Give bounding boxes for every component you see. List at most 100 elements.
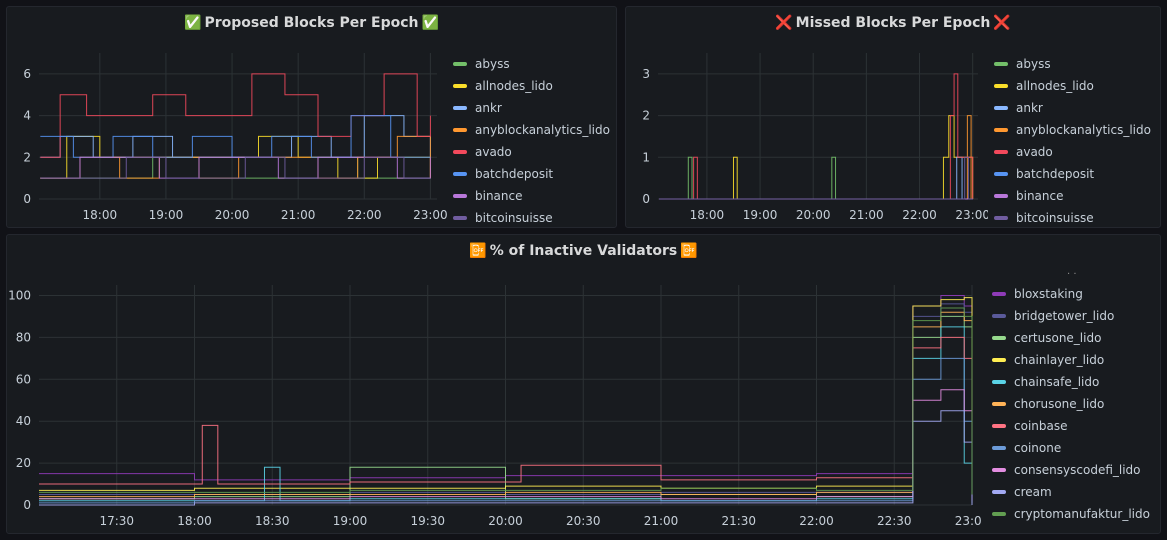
legend-swatch	[453, 62, 467, 66]
legend-label: coinbase	[1014, 419, 1068, 433]
legend-item-anyblockanalytics-lido[interactable]: anyblockanalytics_lido	[453, 119, 613, 141]
legend-item-ankr[interactable]: ankr	[994, 97, 1159, 119]
proposed-blocks-chart[interactable]: 0 2 4 6 18:00 19:00 20:00 21:00 22:00 23:00	[7, 47, 447, 229]
legend-item-batchdeposit[interactable]: batchdeposit	[453, 163, 613, 185]
inactive-validators-legend[interactable]: bloxstaking bridgetower_lido certusone_lid…	[992, 283, 1157, 533]
legend-item-bridgetower-lido[interactable]: bridgetower_lido	[992, 305, 1157, 327]
legend-label: avado	[475, 145, 512, 159]
missed-blocks-panel: ❌ Missed Blocks Per Epoch ❌ 0 1 2 3 18:00 19:…	[625, 6, 1161, 228]
legend-swatch	[453, 106, 467, 110]
legend-label: consensyscodefi_lido	[1014, 463, 1141, 477]
legend-item-binance[interactable]: binance	[453, 185, 613, 207]
legend-swatch	[994, 172, 1008, 176]
series-line-ankr	[659, 156, 973, 200]
x-tick-label: 20:30	[566, 514, 601, 528]
missed-blocks-title-text: Missed Blocks Per Epoch	[795, 15, 991, 31]
legend-item-avado[interactable]: avado	[994, 141, 1159, 163]
series-line-cryptomanufaktur-lido	[39, 307, 973, 495]
mobile-off-icon: 📴	[469, 243, 487, 259]
legend-item-batchdeposit[interactable]: batchdeposit	[994, 163, 1159, 185]
x-tick-label: 20:00	[796, 208, 831, 222]
legend-item-ankr[interactable]: ankr	[453, 97, 613, 119]
series-line-coinbase	[39, 336, 973, 489]
x-tick-label: 18:00	[83, 208, 118, 222]
y-tick-label: 0	[23, 498, 31, 512]
proposed-blocks-panel: ✅ Proposed Blocks Per Epoch ✅ 0 2 4 6 18:00 1…	[6, 6, 617, 228]
legend-item-cream[interactable]: cream	[992, 481, 1157, 503]
legend-item-consensyscodefi-lido[interactable]: consensyscodefi_lido	[992, 459, 1157, 481]
legend-swatch	[453, 194, 467, 198]
series-line-cream	[39, 410, 973, 506]
series-line-avado	[659, 73, 974, 200]
legend-item-allnodes-lido[interactable]: allnodes_lido	[453, 75, 613, 97]
inactive-validators-chart[interactable]: 0 20 40 60 80 100 17:30 18:00 18:30 19:00 19:30 20:…	[7, 279, 982, 535]
legend-item-avado[interactable]: avado	[453, 141, 613, 163]
x-tick-label: 21:00	[281, 208, 316, 222]
legend-swatch	[992, 292, 1006, 296]
legend-label: allnodes_lido	[1016, 79, 1094, 93]
y-tick-label: 3	[642, 67, 650, 81]
legend-swatch	[453, 216, 467, 220]
legend-item-abyss[interactable]: abyss	[994, 53, 1159, 75]
x-tick-label: 19:30	[410, 514, 445, 528]
x-tick-label: 18:00	[690, 208, 725, 222]
legend-item-anyblockanalytics-lido[interactable]: anyblockanalytics_lido	[994, 119, 1159, 141]
legend-swatch	[992, 424, 1006, 428]
cross-mark-icon: ❌	[775, 15, 793, 31]
legend-item-bitcoinsuisse[interactable]: bitcoinsuisse	[453, 207, 613, 229]
legend-item-chainsafe-lido[interactable]: chainsafe_lido	[992, 371, 1157, 393]
legend-swatch	[992, 512, 1006, 516]
legend-label: binance	[1016, 189, 1064, 203]
x-tick-label: 17:30	[99, 514, 134, 528]
legend-item-bitcoinsuisse[interactable]: bitcoinsuisse	[994, 207, 1159, 229]
legend-swatch	[994, 194, 1008, 198]
legend-item-coinbase[interactable]: coinbase	[992, 415, 1157, 437]
legend-swatch	[994, 216, 1008, 220]
legend-item-abyss[interactable]: abyss	[453, 53, 613, 75]
check-mark-icon: ✅	[184, 15, 202, 31]
legend-item-coinone[interactable]: coinone	[992, 437, 1157, 459]
proposed-blocks-panel-title[interactable]: ✅ Proposed Blocks Per Epoch ✅	[7, 7, 616, 39]
series-line-abyss	[40, 156, 431, 179]
cross-mark-icon: ❌	[993, 15, 1011, 31]
legend-swatch	[994, 150, 1008, 154]
legend-swatch	[994, 106, 1008, 110]
legend-label: bridgetower_lido	[1014, 309, 1115, 323]
legend-swatch	[992, 358, 1006, 362]
legend-label: batchdeposit	[1016, 167, 1095, 181]
legend-item-allnodes-lido[interactable]: allnodes_lido	[994, 75, 1159, 97]
legend-label: abyss	[1016, 57, 1051, 71]
legend-item-chainlayer-lido[interactable]: chainlayer_lido	[992, 349, 1157, 371]
legend-item-binance[interactable]: binance	[994, 185, 1159, 207]
x-tick-label: 21:00	[849, 208, 884, 222]
y-tick-label: 2	[642, 109, 650, 123]
legend-item-certusone-lido[interactable]: certusone_lido	[992, 327, 1157, 349]
legend-swatch	[992, 314, 1006, 318]
legend-label: coinone	[1014, 441, 1062, 455]
inactive-validators-panel-title[interactable]: 📴 % of Inactive Validators 📴	[7, 235, 1160, 267]
legend-scroll-indicator[interactable]: · ·	[1067, 269, 1077, 280]
legend-item-chorusone-lido[interactable]: chorusone_lido	[992, 393, 1157, 415]
legend-item-cryptomanufaktur-lido[interactable]: cryptomanufaktur_lido	[992, 503, 1157, 525]
legend-swatch	[992, 336, 1006, 340]
legend-swatch	[992, 380, 1006, 384]
y-tick-label: 4	[23, 109, 31, 123]
legend-label: bloxstaking	[1014, 287, 1083, 301]
legend-swatch	[992, 446, 1006, 450]
missed-blocks-panel-title[interactable]: ❌ Missed Blocks Per Epoch ❌	[626, 7, 1160, 39]
legend-label: anyblockanalytics_lido	[1016, 123, 1151, 137]
inactive-validators-panel: 📴 % of Inactive Validators 📴 0 20 40 60 80 10…	[6, 234, 1161, 534]
x-tick-label: 23:00	[955, 514, 982, 528]
y-tick-label: 0	[23, 192, 31, 206]
legend-label: anyblockanalytics_lido	[475, 123, 610, 137]
check-mark-icon: ✅	[421, 15, 439, 31]
series-line-chainlayer-lido	[39, 297, 973, 493]
series-line-bitcoinsuisse	[659, 156, 973, 200]
legend-swatch	[994, 128, 1008, 132]
legend-label: chainlayer_lido	[1014, 353, 1105, 367]
series-line-consensyscodefi-lido	[39, 389, 973, 501]
legend-item-bloxstaking[interactable]: bloxstaking	[992, 283, 1157, 305]
missed-blocks-chart[interactable]: 0 1 2 3 18:00 19:00 20:00 21:00 22:00 23:00	[626, 47, 988, 229]
x-tick-label: 22:00	[347, 208, 382, 222]
legend-swatch	[992, 402, 1006, 406]
